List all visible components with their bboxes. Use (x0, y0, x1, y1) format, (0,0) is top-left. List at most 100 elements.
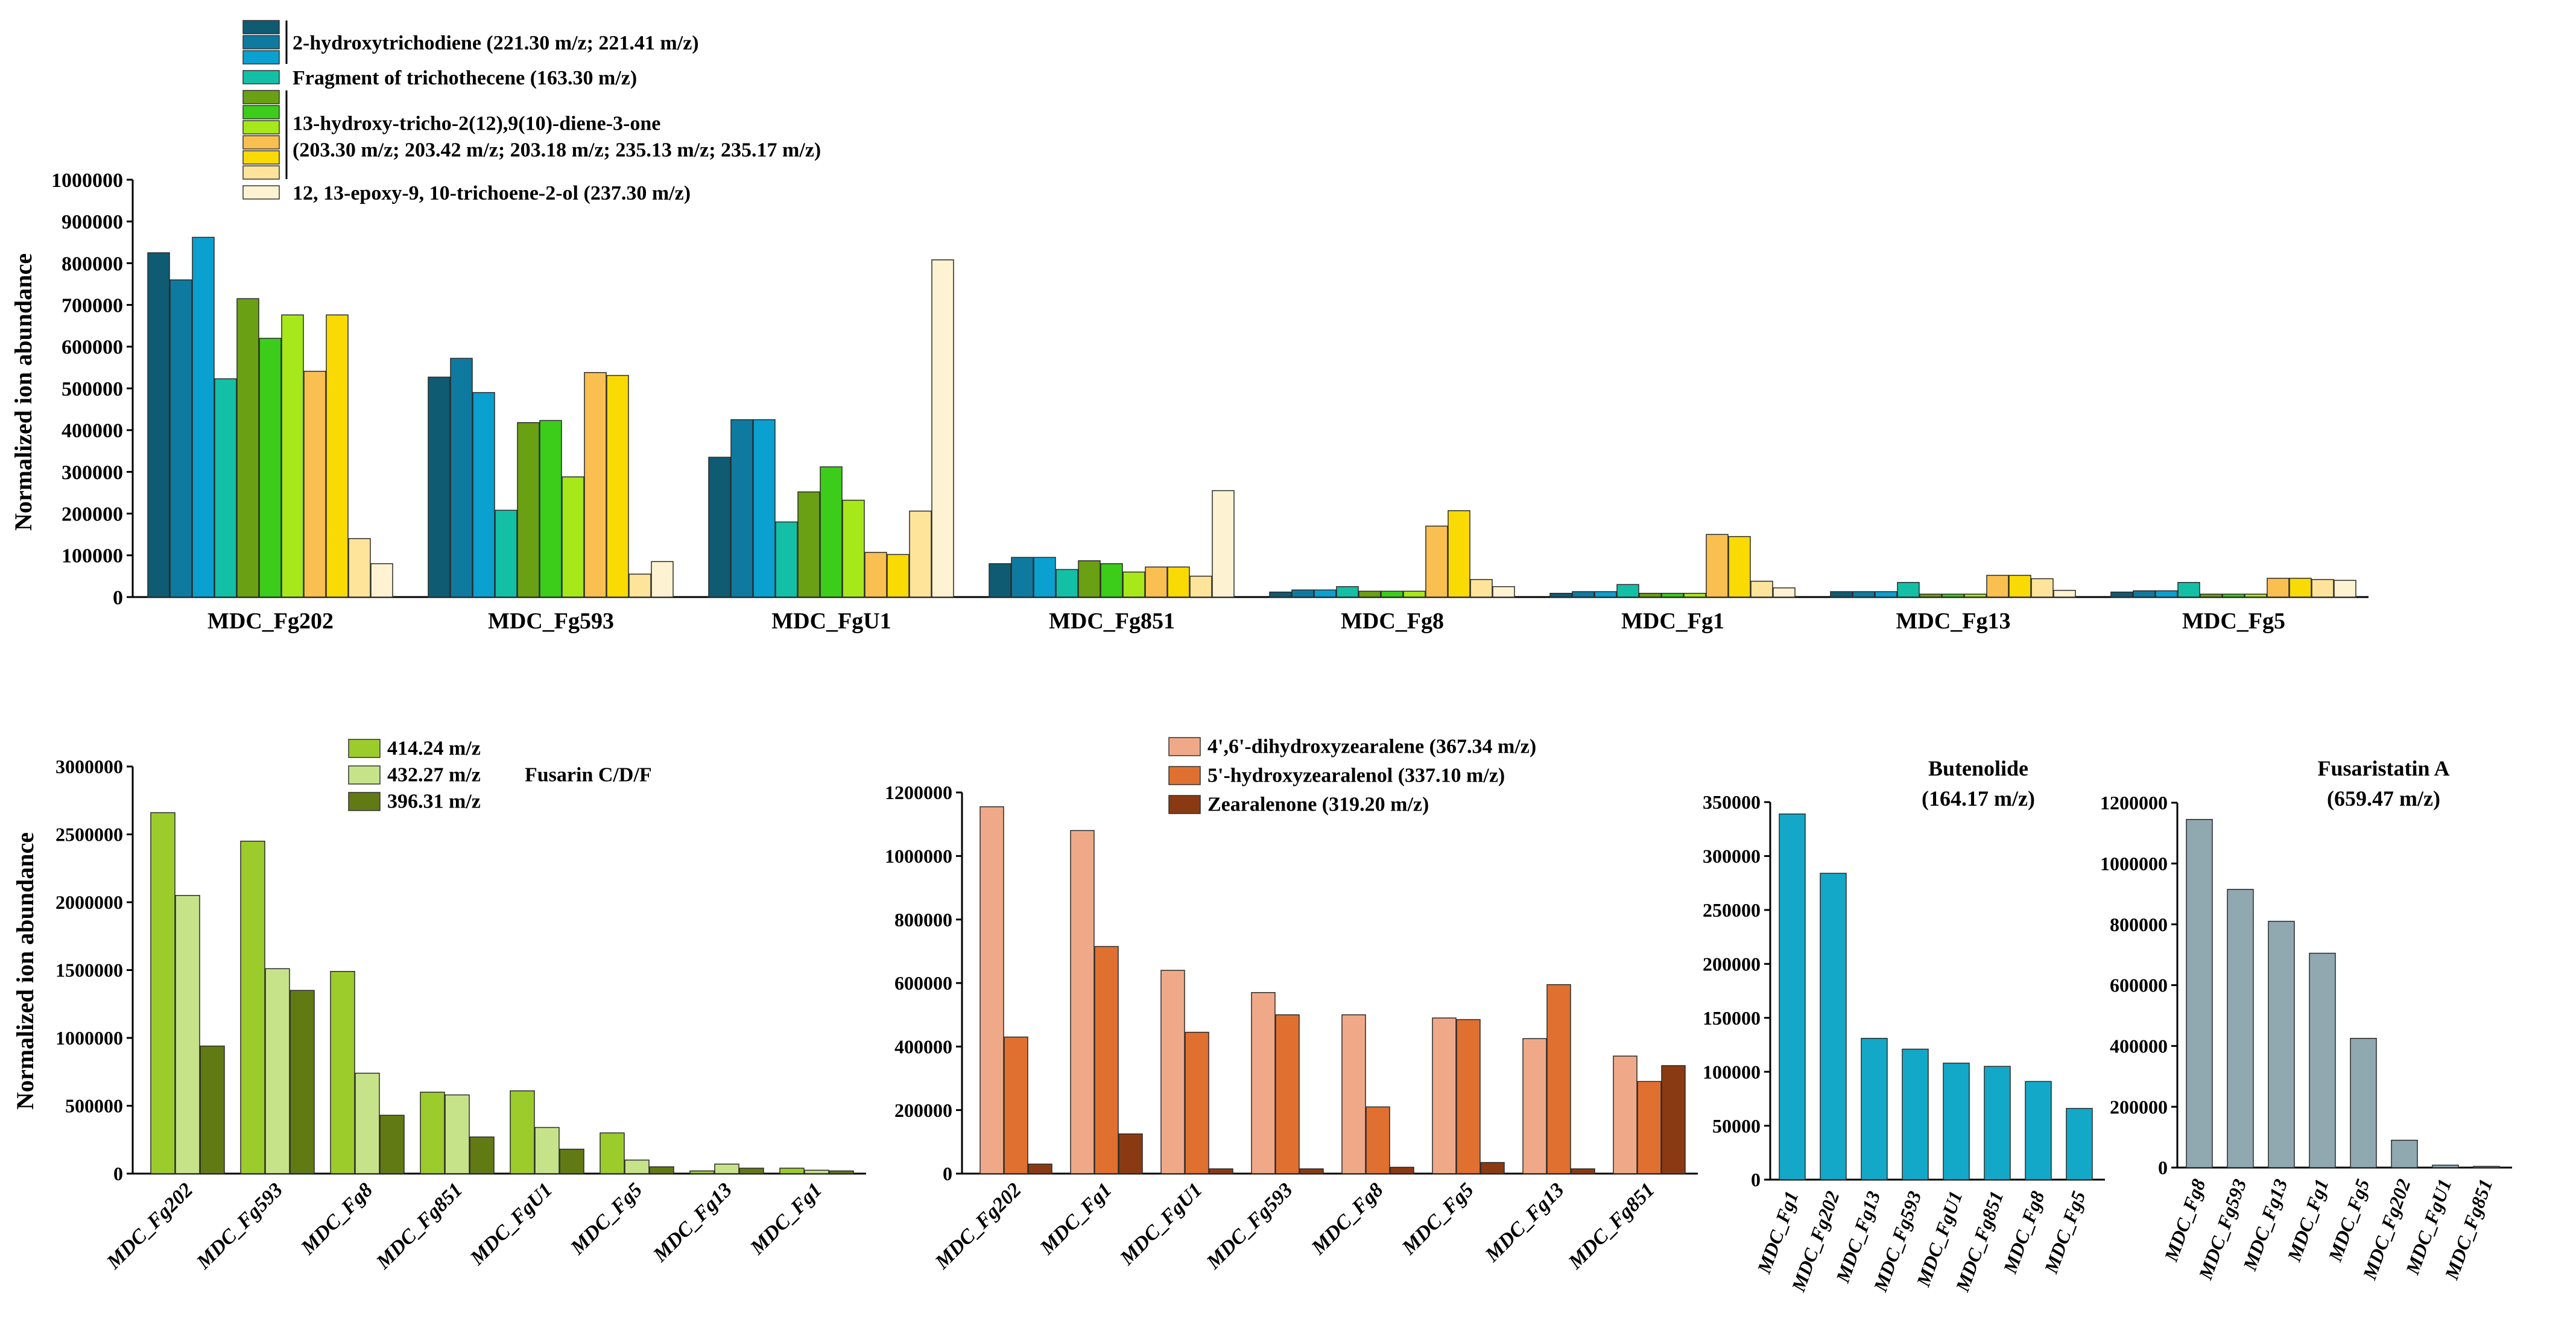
bar-0-5-5 (1661, 593, 1684, 598)
y-tick-label: 0 (943, 1163, 952, 1184)
bar-1-0-6 (689, 1170, 715, 1174)
y-tick-label: 1200000 (2100, 792, 2168, 814)
bar-3-0-4 (1943, 1063, 1970, 1180)
x-category-label: MDC_Fg8 (1341, 609, 1444, 634)
bar-0-1-2 (730, 419, 753, 598)
legend-swatch-2-0 (1168, 737, 1201, 756)
legend-swatch-0-0-0 (242, 20, 280, 34)
y-tick-label: 800000 (2110, 914, 2168, 935)
bar-0-8-5 (1728, 536, 1751, 598)
bar-0-0-6 (1830, 591, 1853, 598)
y-tick-label: 50000 (1712, 1115, 1761, 1137)
bar-0-9-1 (628, 574, 651, 598)
bar-0-6-5 (1683, 593, 1706, 598)
bar-0-0-4 (1269, 591, 1292, 598)
x-category-label: MDC_Fg5 (2324, 1176, 2374, 1265)
bar-0-8-3 (1167, 566, 1190, 598)
y-axis-title: Normalized ion abundance (10, 253, 37, 531)
bar-2-0-1 (1070, 830, 1095, 1174)
y-tick-label: 0 (113, 587, 123, 609)
y-tick-label: 600000 (2110, 975, 2168, 996)
y-tick-label: 150000 (1703, 1007, 1761, 1029)
bar-0-2-5 (1594, 591, 1617, 598)
bar-2-0-6 (1522, 1038, 1547, 1174)
bar-3-0-6 (2025, 1081, 2052, 1180)
y-tick-label: 0 (2158, 1157, 2168, 1178)
bar-0-9-4 (1470, 579, 1493, 598)
bar-2-0-0 (979, 806, 1004, 1174)
bar-0-5-2 (820, 466, 843, 598)
bar-1-0-1 (240, 841, 265, 1174)
legend-swatch-0-2-3 (242, 135, 280, 150)
bar-1-1-3 (445, 1094, 470, 1174)
y-tick-label: 1000000 (51, 169, 123, 192)
bar-0-0-5 (1549, 593, 1572, 598)
y-tick-label: 1000000 (55, 1027, 123, 1049)
bar-4-0-0 (2186, 818, 2213, 1168)
legend-swatch-0-2-4 (242, 150, 280, 165)
bar-0-2-6 (1875, 591, 1897, 598)
bar-0-3-0 (214, 378, 237, 598)
bar-2-2-6 (1571, 1168, 1595, 1174)
y-tick-label: 350000 (1703, 791, 1761, 813)
chart-subtitle: (164.17 m/z) (1922, 786, 2035, 811)
y-tick-label: 400000 (2110, 1036, 2168, 1057)
x-category-label: MDC_Fg5 (566, 1178, 647, 1259)
bar-0-1-1 (450, 358, 473, 598)
bar-0-7-2 (864, 552, 887, 598)
bar-2-0-7 (1613, 1055, 1638, 1174)
legend-label: 2-hydroxytrichodiene (221.30 m/z; 221.41… (293, 32, 699, 54)
legend-label: (203.30 m/z; 203.42 m/z; 203.18 m/z; 235… (293, 139, 821, 162)
y-tick-label: 100000 (62, 545, 123, 568)
legend-swatch-0-2-0 (242, 90, 280, 104)
bar-3-0-5 (1984, 1066, 2011, 1180)
legend-swatch-0-3-0 (242, 185, 280, 200)
bar-3-0-1 (1820, 873, 1847, 1180)
bar-0-6-3 (1122, 571, 1145, 598)
legend-label: 432.27 m/z (387, 764, 481, 786)
bar-2-2-1 (1118, 1133, 1143, 1174)
bar-2-0-5 (1432, 1017, 1457, 1174)
bar-0-9-7 (2311, 579, 2334, 598)
bar-0-3-1 (495, 510, 517, 598)
bar-1-2-5 (649, 1166, 674, 1174)
bar-1-0-3 (420, 1092, 445, 1174)
y-tick-label: 2500000 (55, 824, 123, 846)
y-tick-label: 500000 (65, 1095, 123, 1117)
bar-0-8-0 (326, 314, 349, 598)
bar-2-2-5 (1480, 1162, 1505, 1174)
bar-1-0-4 (510, 1090, 535, 1174)
bar-1-2-2 (379, 1115, 405, 1174)
bar-0-10-0 (370, 563, 393, 598)
legend-swatch-1-2 (348, 792, 381, 811)
y-tick-label: 200000 (1703, 953, 1761, 975)
bar-0-7-1 (584, 372, 607, 598)
bar-0-0-3 (989, 563, 1011, 598)
bar-1-1-6 (714, 1163, 739, 1174)
bar-4-0-4 (2350, 1037, 2377, 1168)
bar-0-6-6 (1964, 593, 1987, 598)
x-category-label: MDC_Fg851 (1564, 1178, 1659, 1274)
bar-4-0-7 (2473, 1166, 2500, 1168)
x-category-label: MDC_Fg13 (1481, 1178, 1569, 1266)
bar-1-2-3 (469, 1136, 495, 1174)
bar-1-1-7 (804, 1169, 829, 1174)
bar-0-3-5 (1616, 584, 1639, 598)
y-tick-label: 800000 (62, 253, 123, 275)
bar-2-1-5 (1456, 1019, 1481, 1174)
x-category-label: MDC_Fg5 (1397, 1178, 1478, 1259)
bar-3-0-7 (2066, 1108, 2093, 1180)
bar-0-5-0 (259, 338, 282, 598)
bar-0-10-4 (1492, 586, 1515, 598)
bar-0-1-3 (1011, 557, 1034, 598)
y-tick-label: 500000 (62, 378, 123, 400)
bar-0-1-4 (1291, 589, 1314, 598)
y-tick-label: 1000000 (2100, 853, 2168, 874)
bar-3-0-2 (1861, 1037, 1888, 1180)
y-tick-label: 1500000 (55, 960, 123, 981)
bar-0-8-6 (2008, 575, 2031, 598)
bar-0-2-2 (753, 419, 776, 598)
legend-label: 13-hydroxy-tricho-2(12),9(10)-diene-3-on… (293, 113, 660, 135)
bar-0-9-3 (1189, 575, 1212, 598)
